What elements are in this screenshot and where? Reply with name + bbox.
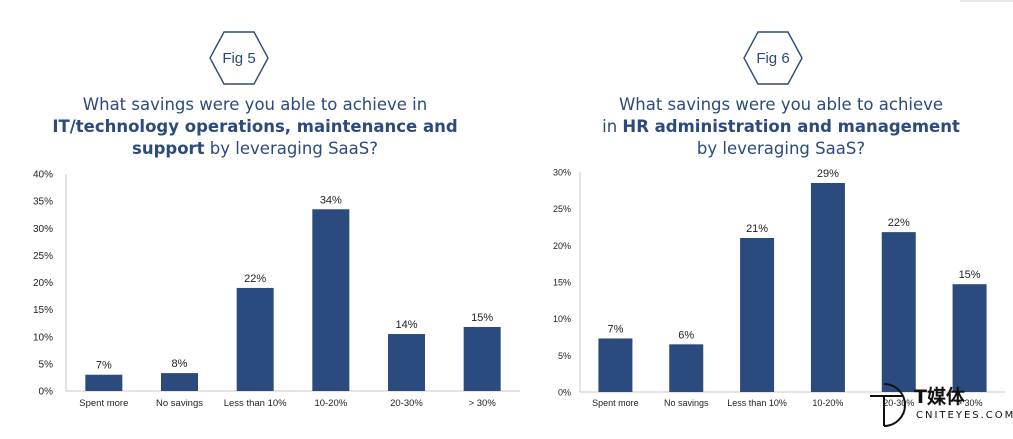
fig5-badge: Fig 5	[209, 31, 269, 85]
fig6-data-label: 7%	[607, 323, 623, 335]
hexagon-icon	[209, 31, 269, 85]
fig6-bar	[810, 183, 845, 392]
fig6-title-line3: by leveraging SaaS?	[696, 139, 866, 158]
fig5-title-line2: IT/technology operations, maintenance an…	[52, 117, 458, 136]
fig5-title: What savings were you able to achieve in…	[40, 94, 470, 160]
fig5-bar	[161, 373, 198, 391]
fig5-y-tick-label: 10%	[33, 332, 53, 343]
fig5-data-label: 7%	[96, 360, 112, 372]
fig6-title: What savings were you able to achieve in…	[566, 94, 996, 160]
fig6-category-label: No savings	[664, 398, 709, 408]
fig5-y-tick-label: 20%	[33, 278, 53, 289]
fig6-data-label: 6%	[678, 329, 694, 341]
fig6-y-tick-label: 0%	[558, 388, 571, 398]
fig5-y-tick-label: 0%	[39, 387, 54, 398]
watermark-mark-icon	[870, 383, 906, 427]
fig6-data-label: 15%	[959, 269, 981, 281]
fig6-category-label: Less than 10%	[727, 398, 787, 408]
fig5-bar	[463, 326, 501, 391]
fig6-y-tick-label: 20%	[553, 241, 571, 251]
fig5-title-line3-rest: by leveraging SaaS?	[204, 139, 378, 158]
fig6-title-line2-pre: in	[602, 117, 623, 136]
fig6-bar	[881, 232, 916, 392]
fig6-badge: Fig 6	[743, 31, 803, 85]
fig5-y-tick-label: 5%	[39, 359, 54, 370]
fig6-data-label: 21%	[746, 223, 768, 235]
fig5-y-tick-label: 40%	[33, 170, 53, 181]
fig5-badge-label: Fig 5	[222, 49, 256, 67]
fig5-category-label: > 30%	[469, 398, 497, 409]
fig6-y-tick-label: 10%	[553, 314, 571, 324]
fig6-data-label: 22%	[888, 217, 910, 229]
fig6-bar	[740, 238, 775, 392]
fig5-data-label: 15%	[471, 312, 493, 324]
fig6-title-line2-bold: HR administration and management	[622, 117, 960, 136]
fig5-data-label: 14%	[395, 319, 417, 331]
fig5-category-label: Less than 10%	[224, 398, 287, 409]
fig5-y-tick-label: 30%	[33, 224, 53, 235]
fig6-badge-label: Fig 6	[756, 49, 790, 67]
fig6-title-line1: What savings were you able to achieve	[618, 95, 944, 114]
fig5-data-label: 8%	[172, 358, 188, 370]
hexagon-icon	[743, 31, 803, 85]
fig5-bar	[85, 374, 123, 391]
fig6-bar	[669, 344, 704, 392]
fig5-category-label: 20-30%	[390, 398, 423, 409]
fig6-data-label: 29%	[817, 168, 839, 180]
fig5-title-line1: What savings were you able to achieve in	[82, 95, 428, 114]
watermark-logo: T媒体 CNITEYES.COM	[870, 380, 1013, 439]
fig6-category-label: 10-20%	[812, 398, 843, 408]
fig5-data-label: 22%	[244, 273, 266, 285]
fig5-category-label: Spent more	[79, 398, 128, 409]
fig5-title-line3-bold: support	[132, 139, 205, 158]
fig5-panel: Fig 5 What savings were you able to achi…	[0, 0, 506, 439]
fig5-category-label: 10-20%	[314, 398, 347, 409]
fig5-data-label: 34%	[320, 194, 342, 206]
fig6-category-label: 20-30%	[883, 398, 914, 408]
fig5-category-label: No savings	[156, 398, 203, 409]
fig6-bar	[598, 338, 633, 392]
fig5-bar	[236, 287, 274, 391]
fig6-category-label: > 30%	[957, 398, 983, 408]
fig5-bar	[388, 334, 425, 391]
fig6-y-tick-label: 25%	[553, 204, 571, 214]
fig6-panel: Fig 6 What savings were you able to achi…	[506, 0, 1013, 439]
fig5-y-tick-label: 15%	[33, 305, 53, 316]
fig6-y-tick-label: 15%	[553, 278, 571, 288]
top-edge-line	[960, 0, 1013, 2]
watermark-en-text: CNITEYES.COM	[916, 410, 1013, 421]
watermark-cn-text: T媒体	[914, 386, 965, 408]
fig5-y-tick-label: 25%	[33, 251, 53, 262]
fig6-category-label: Spent more	[592, 398, 639, 408]
fig5-bar	[312, 209, 350, 391]
fig6-y-tick-label: 5%	[558, 351, 571, 361]
fig5-y-tick-label: 35%	[33, 197, 53, 208]
fig6-y-tick-label: 30%	[553, 168, 571, 178]
fig6-bar	[952, 284, 987, 392]
